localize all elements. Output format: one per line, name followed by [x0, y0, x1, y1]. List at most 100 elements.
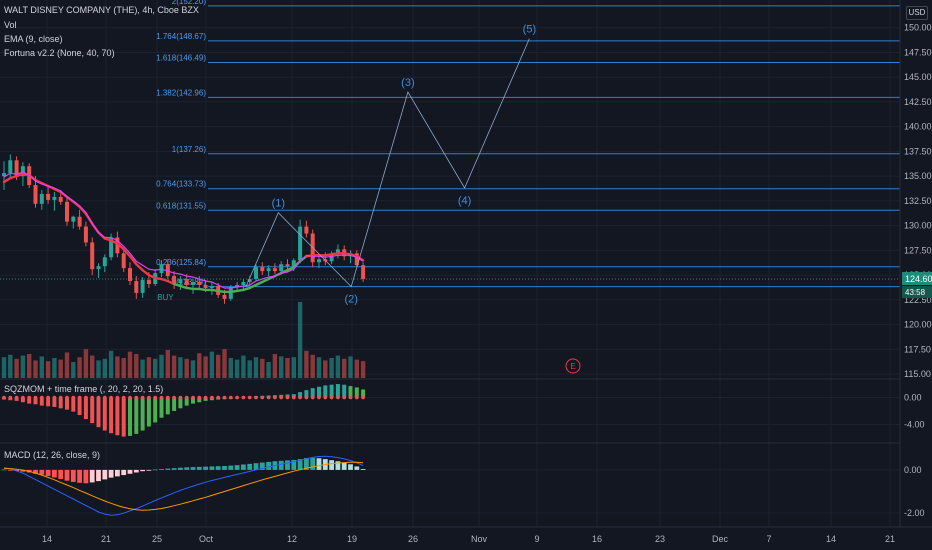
candle-body [184, 279, 189, 285]
volume-bar [279, 356, 284, 378]
squeeze-dot [247, 395, 252, 400]
currency-button[interactable]: USD [906, 6, 928, 20]
volume-bar [316, 357, 322, 378]
squeeze-dot [348, 395, 353, 400]
fibonacci-extension[interactable]: 0(123.84) 0.236(125.84) 0.618(131.55) 0.764… [156, 0, 900, 288]
sqzmom-bar [134, 397, 139, 434]
sqzmom-bar [348, 386, 353, 398]
volume-bar [115, 356, 120, 378]
sqzmom-bar [65, 397, 69, 410]
macd-histogram-bar [329, 460, 334, 470]
macd-histogram-bar [335, 461, 341, 470]
squeeze-dot [46, 395, 50, 400]
squeeze-dot [172, 395, 176, 400]
sqzmom-bar [361, 389, 366, 398]
y-tick-label: -4.00 [904, 419, 925, 429]
squeeze-dot [216, 395, 220, 400]
volume-bar [153, 358, 158, 378]
sqzmom-bar [153, 397, 158, 423]
volume-bar [304, 350, 309, 378]
y-tick-label: 132.50 [904, 196, 932, 206]
x-tick-label: 9 [534, 534, 539, 544]
legend-fortuna[interactable]: Fortuna v2.2 (None, 40, 70) [4, 48, 115, 58]
macd-histogram-bar [102, 469, 108, 480]
volume-bar [228, 358, 233, 378]
volume-bar [33, 360, 38, 378]
squeeze-dot [134, 395, 139, 400]
squeeze-dot [96, 395, 101, 400]
squeeze-dot [115, 395, 120, 400]
legend-vol[interactable]: Vol [4, 20, 17, 30]
squeeze-dot [184, 395, 189, 400]
candle-body [2, 173, 6, 177]
macd-histogram-bar [146, 469, 152, 471]
fib-level-label: 0.618(131.55) [156, 201, 206, 210]
macd-histogram-bar [310, 457, 316, 470]
legend-symbol[interactable]: WALT DISNEY COMPANY (THE), 4h, Cboe BZX [4, 5, 199, 15]
fortuna-line-segment [122, 248, 132, 258]
candle-body [102, 257, 107, 267]
y-tick-label: 120.00 [904, 320, 932, 330]
candle-body [260, 267, 265, 272]
macd-histogram-bar [96, 469, 101, 482]
last-price-badge [902, 272, 932, 286]
legend-sqzmom[interactable]: SQZMOM + time frame (, 20, 2, 20, 1.5) [4, 384, 164, 394]
fortuna-line-segment [135, 263, 144, 272]
y-tick-label: 115.00 [904, 369, 931, 379]
sqzmom-bar [128, 397, 132, 436]
volume-bar [203, 356, 208, 378]
countdown-badge [902, 286, 932, 299]
fortuna-line-segment [141, 268, 151, 277]
volume-bar [266, 362, 271, 378]
macd-histogram-bar [266, 461, 271, 470]
macd-histogram-bar [115, 469, 120, 477]
macd-histogram-bar [45, 469, 51, 476]
volume-bar [52, 358, 57, 378]
fib-level-label: 0.236(125.84) [156, 258, 206, 267]
squeeze-dot [2, 395, 6, 400]
squeeze-dot [210, 395, 214, 400]
macd-histogram-bar [241, 464, 246, 470]
sqzmom-bar [96, 397, 101, 428]
squeeze-dot [58, 395, 63, 400]
x-tick-label: 26 [408, 534, 418, 544]
macd-histogram-bar [33, 469, 38, 474]
volume-bar [234, 359, 240, 378]
macd-histogram-bar [259, 462, 265, 470]
macd-histogram-bar [58, 469, 64, 479]
volume-bar [159, 354, 164, 378]
legend-ema[interactable]: EMA (9, close) [4, 34, 63, 44]
fortuna-line-segment [128, 255, 138, 266]
fib-level-label: 2(152.20) [172, 0, 207, 6]
volume-bar [171, 355, 177, 378]
candle-body [33, 185, 38, 204]
legend-macd[interactable]: MACD (12, 26, close, 9) [4, 450, 101, 460]
volume-bar [291, 357, 296, 378]
x-tick-label: 12 [287, 534, 297, 544]
squeeze-dot [65, 395, 69, 400]
sqzmom-bar [115, 397, 120, 436]
sqzmom-bar [197, 397, 202, 403]
fib-level-label: 1.764(148.67) [156, 32, 206, 41]
volume-bar [272, 354, 278, 378]
squeeze-dot [90, 395, 94, 400]
candle-body [235, 284, 240, 287]
volume-bar [285, 358, 290, 378]
squeeze-dot [84, 395, 88, 400]
volume-bar [27, 354, 32, 378]
volume-bar [134, 354, 139, 378]
macd-histogram-bar [108, 469, 114, 478]
candle-body [354, 253, 359, 266]
x-tick-label: Nov [471, 534, 488, 544]
elliott-wave-projection[interactable]: (1) (2) (3) (4) (5) E [245, 24, 581, 374]
sqzmom-bar [298, 392, 303, 398]
macd-histogram-bar [39, 469, 45, 475]
fib-level-label: 1.618(146.49) [156, 53, 206, 62]
squeeze-dot [8, 395, 13, 400]
signal-line [3, 461, 364, 511]
squeeze-dot [361, 395, 365, 400]
y-tick-label: 117.50 [904, 344, 931, 354]
candle-body [165, 264, 170, 277]
